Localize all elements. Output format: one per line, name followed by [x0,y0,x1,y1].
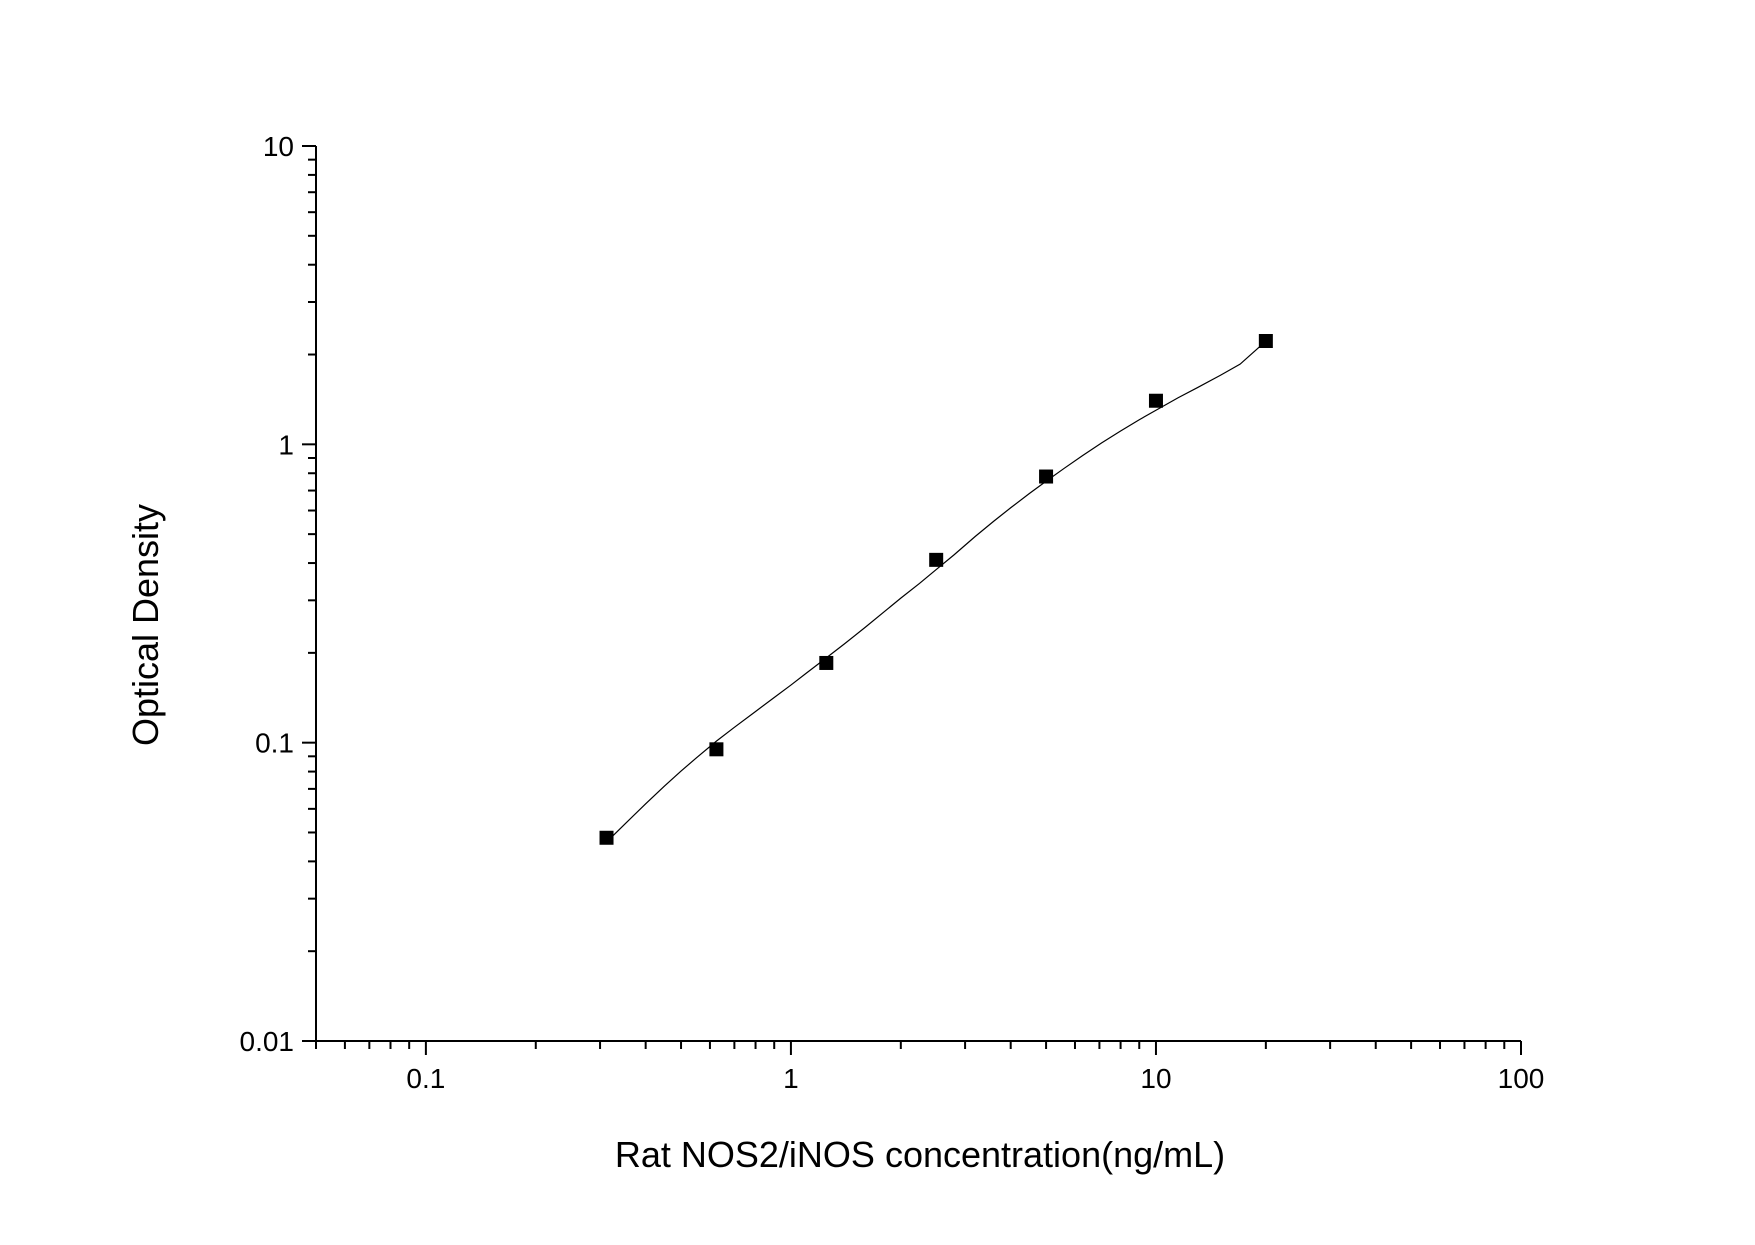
y-tick-label: 1 [278,429,294,460]
data-point [929,552,944,567]
y-tick-label: 10 [263,131,294,162]
x-tick-label: 10 [1140,1063,1171,1094]
data-point [1258,334,1273,349]
y-tick-label: 0.01 [240,1026,295,1057]
x-tick-label: 100 [1498,1063,1545,1094]
axes [302,145,1522,1055]
data-point [819,655,834,670]
data-point [1148,393,1163,408]
y-tick-label: 0.1 [255,728,294,759]
y-axis-title: Optical Density [125,504,166,746]
tick-labels: 0.01 0.1 1 10 0.1 1 10 100 [240,131,1545,1094]
fit-curve-layer [604,340,1267,844]
x-tick-label: 1 [783,1063,799,1094]
data-point [1039,469,1054,484]
x-tick-label: 0.1 [406,1063,445,1094]
data-point [599,830,614,845]
data-points [599,334,1273,845]
fit-curve [604,340,1267,844]
x-axis-title: Rat NOS2/iNOS concentration(ng/mL) [615,1134,1225,1175]
data-point [709,742,724,757]
